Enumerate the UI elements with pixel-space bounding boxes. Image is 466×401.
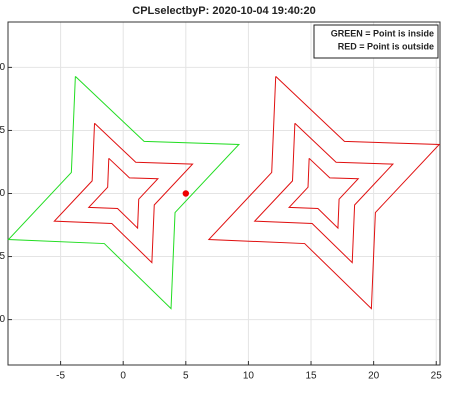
test-point xyxy=(182,190,190,197)
y-tick-label: 0 xyxy=(0,188,5,199)
axes-box xyxy=(7,21,441,366)
y-tick-label: 5 xyxy=(0,251,5,262)
x-tick-label: 10 xyxy=(243,371,255,382)
x-tick-label: 15 xyxy=(305,371,317,382)
x-tick-label: -5 xyxy=(56,371,65,382)
y-tick-label: 0 xyxy=(0,62,5,73)
legend-text: GREEN = Point is inside xyxy=(331,28,434,38)
chart-title: CPLselectbyP: 2020-10-04 19:40:20 xyxy=(132,5,315,17)
star-outline xyxy=(287,157,360,230)
star-outline xyxy=(53,122,194,264)
star-outline xyxy=(253,122,395,264)
y-tick-label: 0 xyxy=(0,314,5,325)
star-outline xyxy=(87,157,160,230)
legend-box xyxy=(313,24,439,59)
y-tick-label: 5 xyxy=(0,125,5,136)
star-outline xyxy=(207,75,441,310)
legend-text: RED = Point is outside xyxy=(338,41,434,51)
star-outline xyxy=(7,75,241,310)
x-tick-label: 5 xyxy=(183,371,189,382)
x-tick-label: 20 xyxy=(368,371,380,382)
x-tick-label: 25 xyxy=(431,371,443,382)
x-tick-label: 0 xyxy=(120,371,126,382)
